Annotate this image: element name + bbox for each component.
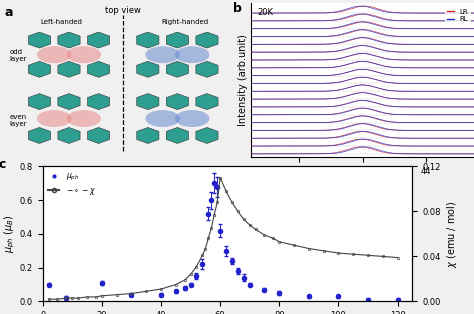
Ellipse shape <box>175 46 210 63</box>
Polygon shape <box>196 32 218 48</box>
Polygon shape <box>166 32 189 48</box>
Polygon shape <box>58 61 80 77</box>
Ellipse shape <box>66 46 101 63</box>
Polygon shape <box>88 32 109 48</box>
Text: b: b <box>233 2 242 15</box>
Polygon shape <box>58 32 80 48</box>
Polygon shape <box>58 127 80 143</box>
Text: even
layer: even layer <box>10 114 27 127</box>
Polygon shape <box>196 61 218 77</box>
Ellipse shape <box>37 110 72 127</box>
Legend: LR, RL: LR, RL <box>445 7 471 24</box>
Polygon shape <box>166 94 189 110</box>
Polygon shape <box>196 127 218 143</box>
Ellipse shape <box>146 46 180 63</box>
Text: Left-handed: Left-handed <box>41 19 82 24</box>
Text: a: a <box>5 6 13 19</box>
Polygon shape <box>137 61 159 77</box>
Polygon shape <box>28 32 51 48</box>
Text: top view: top view <box>105 6 141 15</box>
Text: c: c <box>0 158 6 171</box>
Polygon shape <box>137 32 159 48</box>
Text: Right-handed: Right-handed <box>161 19 209 24</box>
Ellipse shape <box>66 110 101 127</box>
Y-axis label: Intensity (arb.unit): Intensity (arb.unit) <box>238 34 248 126</box>
Polygon shape <box>196 94 218 110</box>
Y-axis label: $\mu_{ph}$ ($\mu_B$): $\mu_{ph}$ ($\mu_B$) <box>2 215 17 253</box>
Polygon shape <box>28 94 51 110</box>
Polygon shape <box>28 127 51 143</box>
Y-axis label: $\chi$ (emu / mol): $\chi$ (emu / mol) <box>445 200 459 268</box>
Ellipse shape <box>146 110 180 127</box>
Ellipse shape <box>37 46 72 63</box>
Polygon shape <box>88 127 109 143</box>
Polygon shape <box>137 94 159 110</box>
Text: 20K: 20K <box>258 8 274 17</box>
Polygon shape <box>88 61 109 77</box>
Polygon shape <box>88 94 109 110</box>
Polygon shape <box>137 127 159 143</box>
Polygon shape <box>166 61 189 77</box>
Text: odd
layer: odd layer <box>10 49 27 62</box>
Legend: $\mu_{ph}$, $-\circ-\chi$: $\mu_{ph}$, $-\circ-\chi$ <box>46 170 97 198</box>
Polygon shape <box>28 61 51 77</box>
Polygon shape <box>58 94 80 110</box>
Polygon shape <box>166 127 189 143</box>
X-axis label: Raman Shift (cm$^{-1}$): Raman Shift (cm$^{-1}$) <box>314 181 411 196</box>
Ellipse shape <box>175 110 210 127</box>
